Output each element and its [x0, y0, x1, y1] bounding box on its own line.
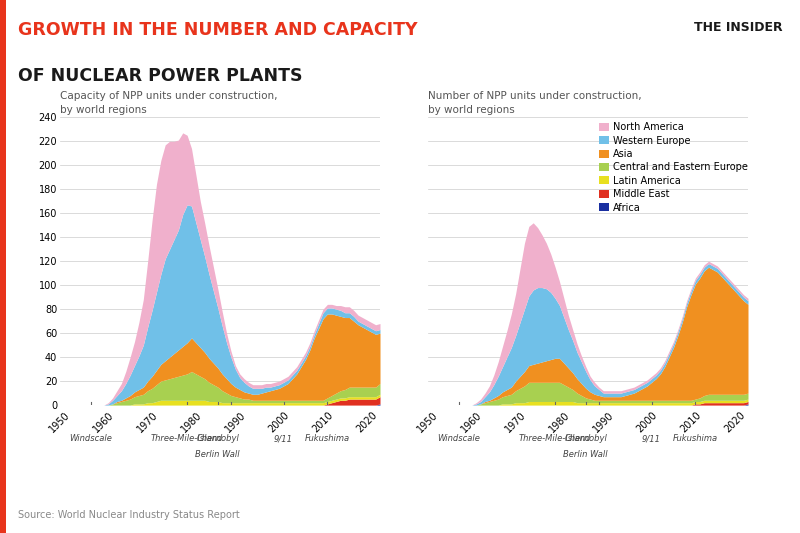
Text: Fukushima: Fukushima: [673, 434, 718, 443]
Text: OF NUCLEAR POWER PLANTS: OF NUCLEAR POWER PLANTS: [18, 67, 302, 85]
Text: 9/11: 9/11: [642, 434, 661, 443]
Text: Berlin Wall: Berlin Wall: [195, 450, 240, 459]
Text: Windscale: Windscale: [70, 434, 112, 443]
Text: Chernobyl: Chernobyl: [564, 434, 607, 443]
Text: Three-Mile-Island: Three-Mile-Island: [151, 434, 223, 443]
Text: Windscale: Windscale: [438, 434, 480, 443]
Legend: North America, Western Europe, Asia, Central and Eastern Europe, Latin America, : North America, Western Europe, Asia, Cen…: [599, 122, 748, 213]
Text: 9/11: 9/11: [274, 434, 293, 443]
Text: THE INSIDER: THE INSIDER: [694, 21, 782, 34]
Text: GROWTH IN THE NUMBER AND CAPACITY: GROWTH IN THE NUMBER AND CAPACITY: [18, 21, 417, 39]
Text: Capacity of NPP units under construction,
by world regions: Capacity of NPP units under construction…: [60, 91, 278, 115]
Text: Berlin Wall: Berlin Wall: [563, 450, 608, 459]
Text: Number of NPP units under construction,
by world regions: Number of NPP units under construction, …: [428, 91, 642, 115]
Text: Chernobyl: Chernobyl: [196, 434, 239, 443]
Text: Fukushima: Fukushima: [305, 434, 350, 443]
Text: Three-Mile-Island: Three-Mile-Island: [519, 434, 591, 443]
Text: Source: World Nuclear Industry Status Report: Source: World Nuclear Industry Status Re…: [18, 510, 239, 520]
